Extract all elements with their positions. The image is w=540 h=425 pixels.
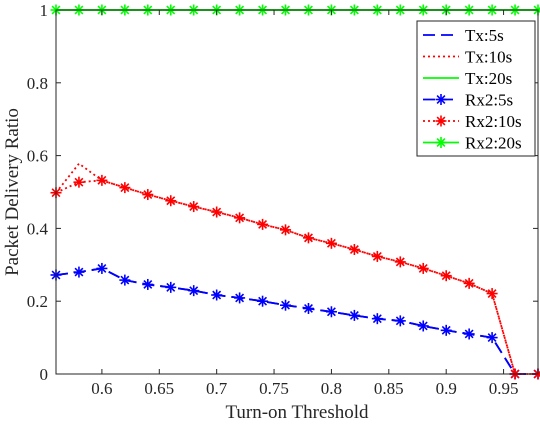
x-tick-label: 0.75	[259, 379, 289, 398]
data-point	[211, 206, 223, 218]
data-point	[257, 218, 269, 230]
series-line-rx2-5s	[55, 267, 538, 375]
data-point	[234, 292, 246, 304]
x-tick-label: 0.9	[436, 379, 457, 398]
data-point	[394, 256, 406, 268]
data-point	[142, 189, 154, 201]
legend-item: Tx:10s	[423, 48, 512, 67]
data-point	[417, 262, 429, 274]
y-axis-label: Packet Delivery Ratio	[2, 108, 23, 276]
data-point	[234, 212, 246, 224]
data-point	[280, 299, 292, 311]
plot-area-frame	[55, 9, 539, 375]
series-tx-10s	[55, 162, 538, 375]
x-tick-label: 0.8	[321, 379, 342, 398]
data-point	[394, 315, 406, 327]
data-point	[211, 289, 223, 301]
x-tick-label: 0.6	[91, 379, 112, 398]
series-line-tx-10s	[55, 162, 538, 375]
data-point	[417, 320, 429, 332]
legend-item: Rx2:20s	[423, 134, 522, 153]
data-point	[96, 262, 108, 274]
x-tick-label: 0.65	[144, 379, 174, 398]
series-line-rx2-10s	[55, 179, 538, 375]
data-point	[440, 270, 452, 282]
legend-marker	[435, 137, 447, 148]
series-rx2-5s	[50, 262, 540, 380]
data-point	[486, 288, 498, 300]
series-rx2-10s	[50, 174, 540, 380]
y-tick-label: 0.6	[27, 147, 48, 166]
data-point	[371, 250, 383, 262]
data-point	[188, 201, 200, 213]
legend-label: Rx2:20s	[465, 134, 522, 153]
legend-box	[416, 20, 536, 157]
data-point	[302, 302, 314, 314]
legend-label: Rx2:5s	[465, 91, 513, 110]
data-point	[165, 195, 177, 207]
legend-item: Rx2:5s	[423, 91, 513, 110]
x-tick-label: 0.7	[206, 379, 228, 398]
data-point	[280, 224, 292, 236]
data-point	[348, 244, 360, 256]
y-tick-label: 0	[40, 365, 49, 384]
legend-marker	[435, 115, 447, 127]
legend-label: Rx2:10s	[465, 112, 522, 131]
data-point	[119, 182, 131, 194]
y-tick-label: 0.8	[27, 74, 48, 93]
legend-marker	[435, 94, 447, 105]
data-point	[73, 176, 85, 188]
data-point	[371, 313, 383, 325]
data-point	[325, 237, 337, 249]
x-axis-label: Turn-on Threshold	[225, 402, 369, 423]
legend: Tx:5s Tx:10s Tx:20s Rx2:5s Rx2:10s Rx2:20s	[416, 20, 536, 157]
x-tick-label: 0.95	[489, 379, 519, 398]
data-point	[463, 328, 475, 340]
tick-layer: 0.6 0.65 0.7 0.75 0.8 0.85 0.9 0.95 0 0.2 0.4 0.6 0.…	[27, 1, 538, 398]
legend-label: Tx:10s	[465, 48, 512, 67]
data-point	[486, 332, 498, 344]
data-point	[119, 274, 131, 286]
legend-label: Tx:20s	[465, 69, 512, 88]
legend-label: Tx:5s	[465, 26, 504, 45]
data-point	[96, 174, 108, 186]
legend-item: Rx2:10s	[423, 112, 522, 131]
data-point	[188, 285, 200, 297]
legend-item: Tx:20s	[423, 69, 512, 88]
legend-item: Tx:5s	[423, 26, 504, 45]
y-tick-label: 0.2	[27, 292, 48, 311]
y-tick-label: 0.4	[27, 219, 49, 238]
data-point	[440, 324, 452, 336]
y-tick-label: 1	[40, 1, 49, 20]
data-point	[348, 309, 360, 321]
data-point	[165, 281, 177, 293]
x-tick-label: 0.85	[374, 379, 404, 398]
data-point	[463, 277, 475, 289]
data-point	[142, 278, 154, 290]
data-point	[257, 295, 269, 307]
data-point	[325, 306, 337, 318]
data-point	[302, 232, 314, 244]
data-point	[73, 266, 85, 278]
